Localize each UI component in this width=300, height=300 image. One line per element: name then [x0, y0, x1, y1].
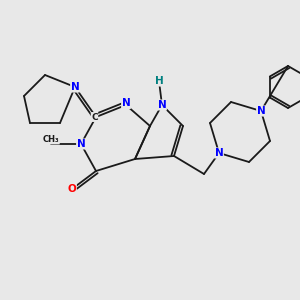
Text: N: N [70, 82, 80, 92]
Text: N: N [76, 139, 85, 149]
Text: N: N [256, 106, 266, 116]
Text: N: N [122, 98, 130, 109]
Text: O: O [68, 184, 76, 194]
Text: N: N [214, 148, 224, 158]
Text: H: H [154, 76, 164, 86]
Text: CH₃: CH₃ [43, 135, 59, 144]
Text: N: N [158, 100, 166, 110]
Text: C: C [91, 112, 98, 122]
